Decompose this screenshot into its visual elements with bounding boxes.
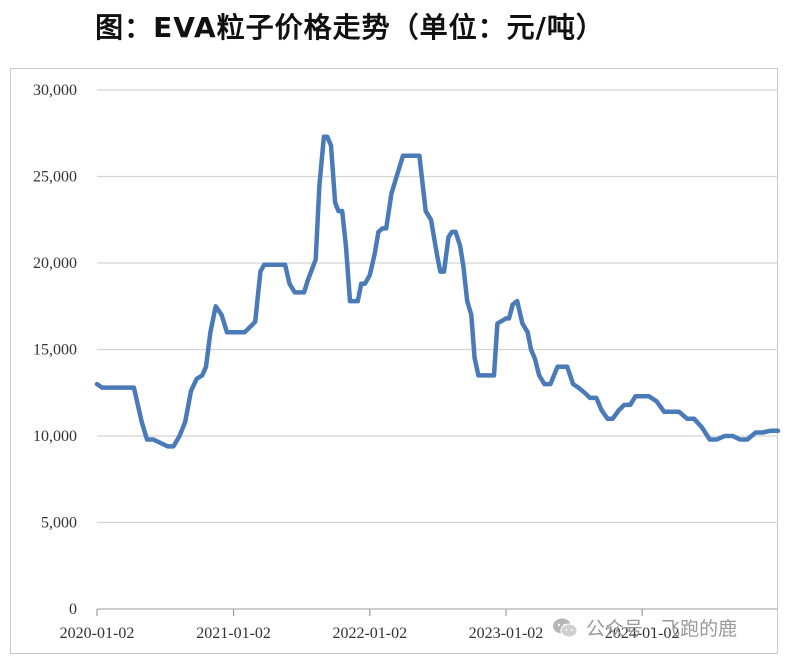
y-tick-label: 25,000 bbox=[33, 169, 77, 186]
wechat-icon bbox=[552, 617, 578, 639]
x-tick-label: 2023-01-02 bbox=[469, 625, 544, 642]
y-tick-label: 30,000 bbox=[33, 82, 77, 99]
y-tick-label: 0 bbox=[69, 601, 77, 618]
x-tick-label: 2021-01-02 bbox=[196, 625, 271, 642]
gridlines bbox=[97, 89, 778, 524]
series-group bbox=[94, 134, 781, 449]
y-tick-label: 10,000 bbox=[33, 428, 77, 445]
watermark: 公众号 · 飞跑的鹿 bbox=[552, 614, 737, 641]
y-tick-label: 20,000 bbox=[33, 255, 77, 272]
y-tick-label: 5,000 bbox=[41, 515, 77, 532]
watermark-text: 公众号 · 飞跑的鹿 bbox=[586, 618, 738, 640]
x-tick-label: 2022-01-02 bbox=[332, 625, 407, 642]
chart-frame bbox=[10, 68, 778, 654]
x-axis-ticks: 2020-01-02 2021-01-02 2022-01-02 2023-01-02… bbox=[60, 609, 680, 642]
series-line-0 bbox=[94, 134, 781, 449]
chart-title: 图：EVA粒子价格走势（单位：元/吨） bbox=[95, 11, 605, 44]
x-tick-label: 2020-01-02 bbox=[60, 625, 135, 642]
y-tick-label: 15,000 bbox=[33, 342, 77, 359]
x-tick-label: 2024-01-02 bbox=[605, 625, 680, 642]
y-axis-ticks: 0 5,000 10,000 15,000 20,000 25,000 30,000 bbox=[33, 82, 77, 618]
